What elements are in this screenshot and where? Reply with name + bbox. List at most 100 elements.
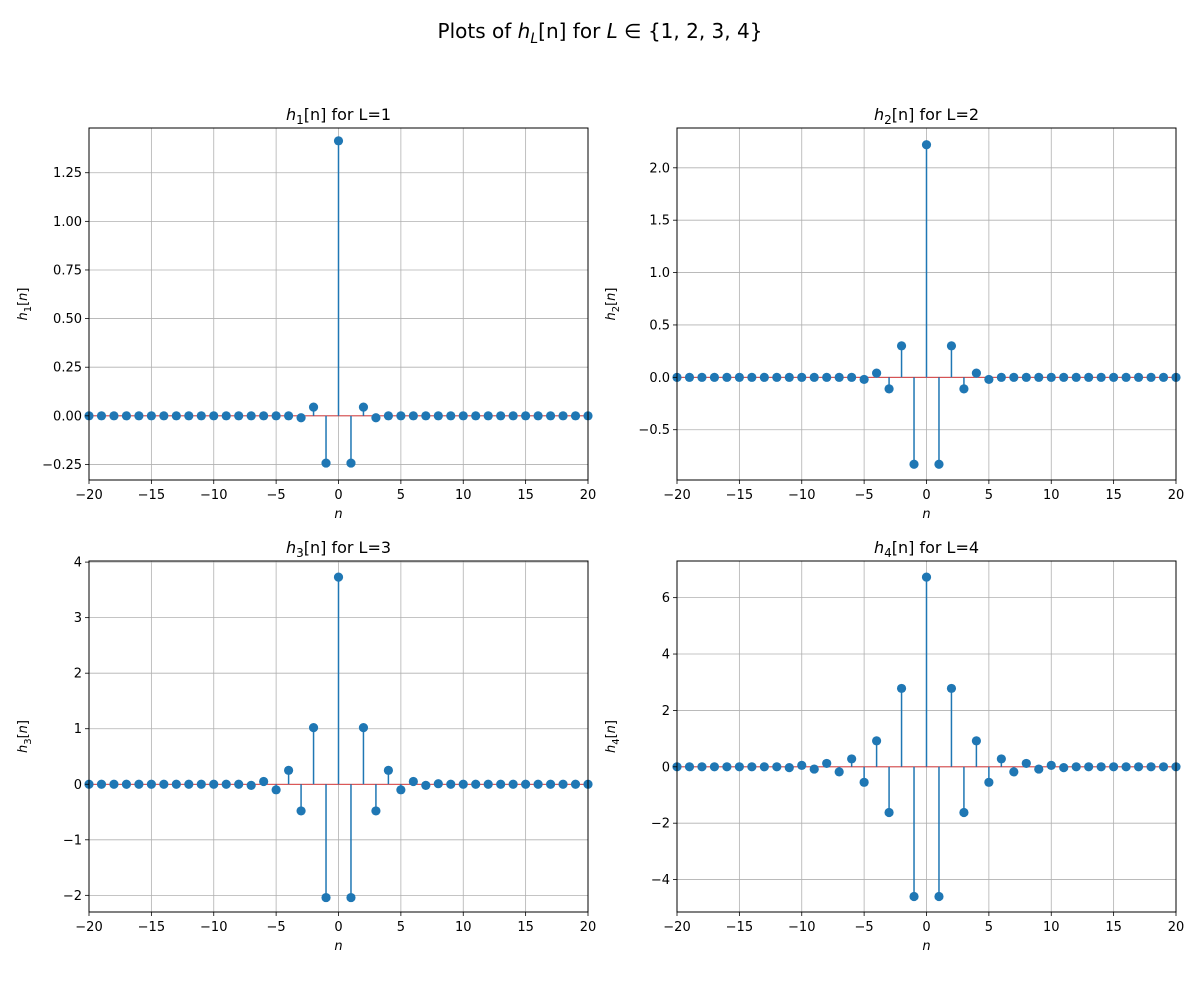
stem-marker [984, 777, 994, 787]
y-tick-label: 0.25 [53, 361, 82, 376]
figure-title: Plots of hL[n] for L ∈ {1, 2, 3, 4} [438, 19, 763, 47]
stem-marker [1009, 767, 1019, 777]
stem-marker [271, 785, 281, 795]
x-tick-label: 0 [922, 488, 930, 503]
subplot-2: −20 −15 −10 −5 0 5 10 15 20 −0.5 0.0 0.5 1.0 1.5 2.0 n h… [604, 105, 1184, 522]
x-tick-label: −15 [138, 488, 165, 503]
stem-marker [121, 779, 132, 789]
y-tick-label: 0 [662, 760, 670, 775]
stem-marker [1009, 372, 1019, 382]
y-tick-label: 0.50 [53, 312, 82, 327]
x-tick-label: −10 [788, 920, 815, 935]
stem-marker [1146, 372, 1156, 382]
stem-marker [1034, 372, 1044, 382]
stem-marker [446, 779, 456, 789]
stem-marker [772, 762, 782, 772]
x-tick-label: −15 [726, 488, 753, 503]
x-tick-label: 20 [1168, 488, 1185, 503]
subplot-title-sub: 3 [296, 546, 304, 560]
stem-marker [508, 779, 518, 789]
stem-marker [159, 779, 169, 789]
stem-marker [321, 892, 331, 903]
stem-marker [697, 372, 707, 382]
subplot-title: h2[n] for L=2 [874, 105, 979, 127]
stem-marker [709, 762, 720, 772]
stem-marker [171, 779, 181, 789]
stem-marker [496, 779, 506, 789]
stem-marker [396, 785, 406, 795]
stem-marker [96, 411, 107, 421]
x-tick-label: 0 [922, 920, 930, 935]
stem-marker [847, 754, 857, 764]
stem-marker [308, 723, 319, 733]
stem-marker [96, 779, 107, 789]
stem-marker [134, 779, 144, 789]
stem-marker [558, 411, 568, 421]
stem-marker [533, 779, 543, 789]
y-tick-label: −4 [651, 873, 670, 888]
stem-marker [946, 683, 957, 694]
stem-marker [109, 411, 119, 421]
stem-marker [722, 762, 732, 772]
stem-marker [321, 458, 331, 468]
y-axis-label-h: h [604, 745, 619, 753]
stem-marker [809, 764, 819, 774]
stem-marker [847, 372, 857, 382]
stem-marker [333, 136, 344, 146]
x-tick-label: 0 [334, 488, 342, 503]
figure-title-set: ∈ {1, 2, 3, 4} [618, 19, 763, 43]
stem-marker [859, 777, 869, 787]
stem-marker [234, 411, 244, 421]
y-tick-label: 0 [74, 778, 82, 793]
stem-marker [483, 779, 493, 789]
stem-marker [1021, 372, 1031, 382]
subplot-title: h4[n] for L=4 [874, 538, 979, 560]
stem-marker [996, 372, 1006, 382]
x-tick-label: 20 [1168, 920, 1185, 935]
x-tick-label: 5 [397, 488, 405, 503]
stem-marker [934, 891, 944, 902]
stem-marker [259, 776, 269, 787]
stem-marker [822, 372, 832, 382]
stem-marker [896, 341, 907, 351]
x-tick-label: 10 [1043, 488, 1060, 503]
y-axis-label-bracket: [n] [16, 720, 31, 738]
stem-marker [809, 372, 819, 382]
figure-title-bracket: [n] [538, 19, 566, 43]
stem-marker [171, 411, 181, 421]
stem-marker [984, 374, 994, 385]
stem-marker [747, 372, 757, 382]
y-axis-label: h1[n] [16, 287, 34, 320]
stem-marker [433, 411, 443, 421]
y-axis-label-sub: 4 [611, 738, 622, 744]
stem-marker [246, 780, 256, 790]
stem-marker [1158, 762, 1169, 772]
y-axis-label-sub: 2 [611, 306, 622, 312]
stem-marker [1084, 372, 1094, 382]
y-tick-label: −2 [651, 817, 670, 832]
stem-marker [909, 891, 919, 902]
stem-marker [759, 372, 769, 382]
stem-marker [797, 760, 807, 770]
stem-marker [521, 779, 531, 789]
y-axis-label: h3[n] [16, 720, 34, 753]
x-axis-label: n [922, 507, 930, 522]
subplot-title: h3[n] for L=3 [286, 538, 391, 560]
stem-marker [1021, 758, 1031, 769]
stem-marker [458, 411, 468, 421]
stem-marker [797, 372, 807, 382]
subplot-1: −20 −15 −10 −5 0 5 10 15 20 −0.25 0.00 0.25 0.50 0.75… [16, 105, 596, 522]
stem-marker [433, 779, 443, 789]
x-tick-label: 10 [1043, 920, 1060, 935]
stem-marker [971, 368, 982, 378]
stem-marker [421, 411, 431, 421]
subplot-title-h: h [286, 538, 296, 557]
stem-marker [296, 413, 306, 423]
y-axis-label-sub: 3 [23, 738, 34, 744]
stem-marker [184, 411, 194, 421]
stem-marker [358, 723, 369, 733]
x-tick-label: 10 [455, 488, 472, 503]
y-axis-label-bracket: [n] [604, 287, 619, 305]
y-tick-label: 2 [74, 667, 82, 682]
stem-marker [508, 411, 518, 421]
